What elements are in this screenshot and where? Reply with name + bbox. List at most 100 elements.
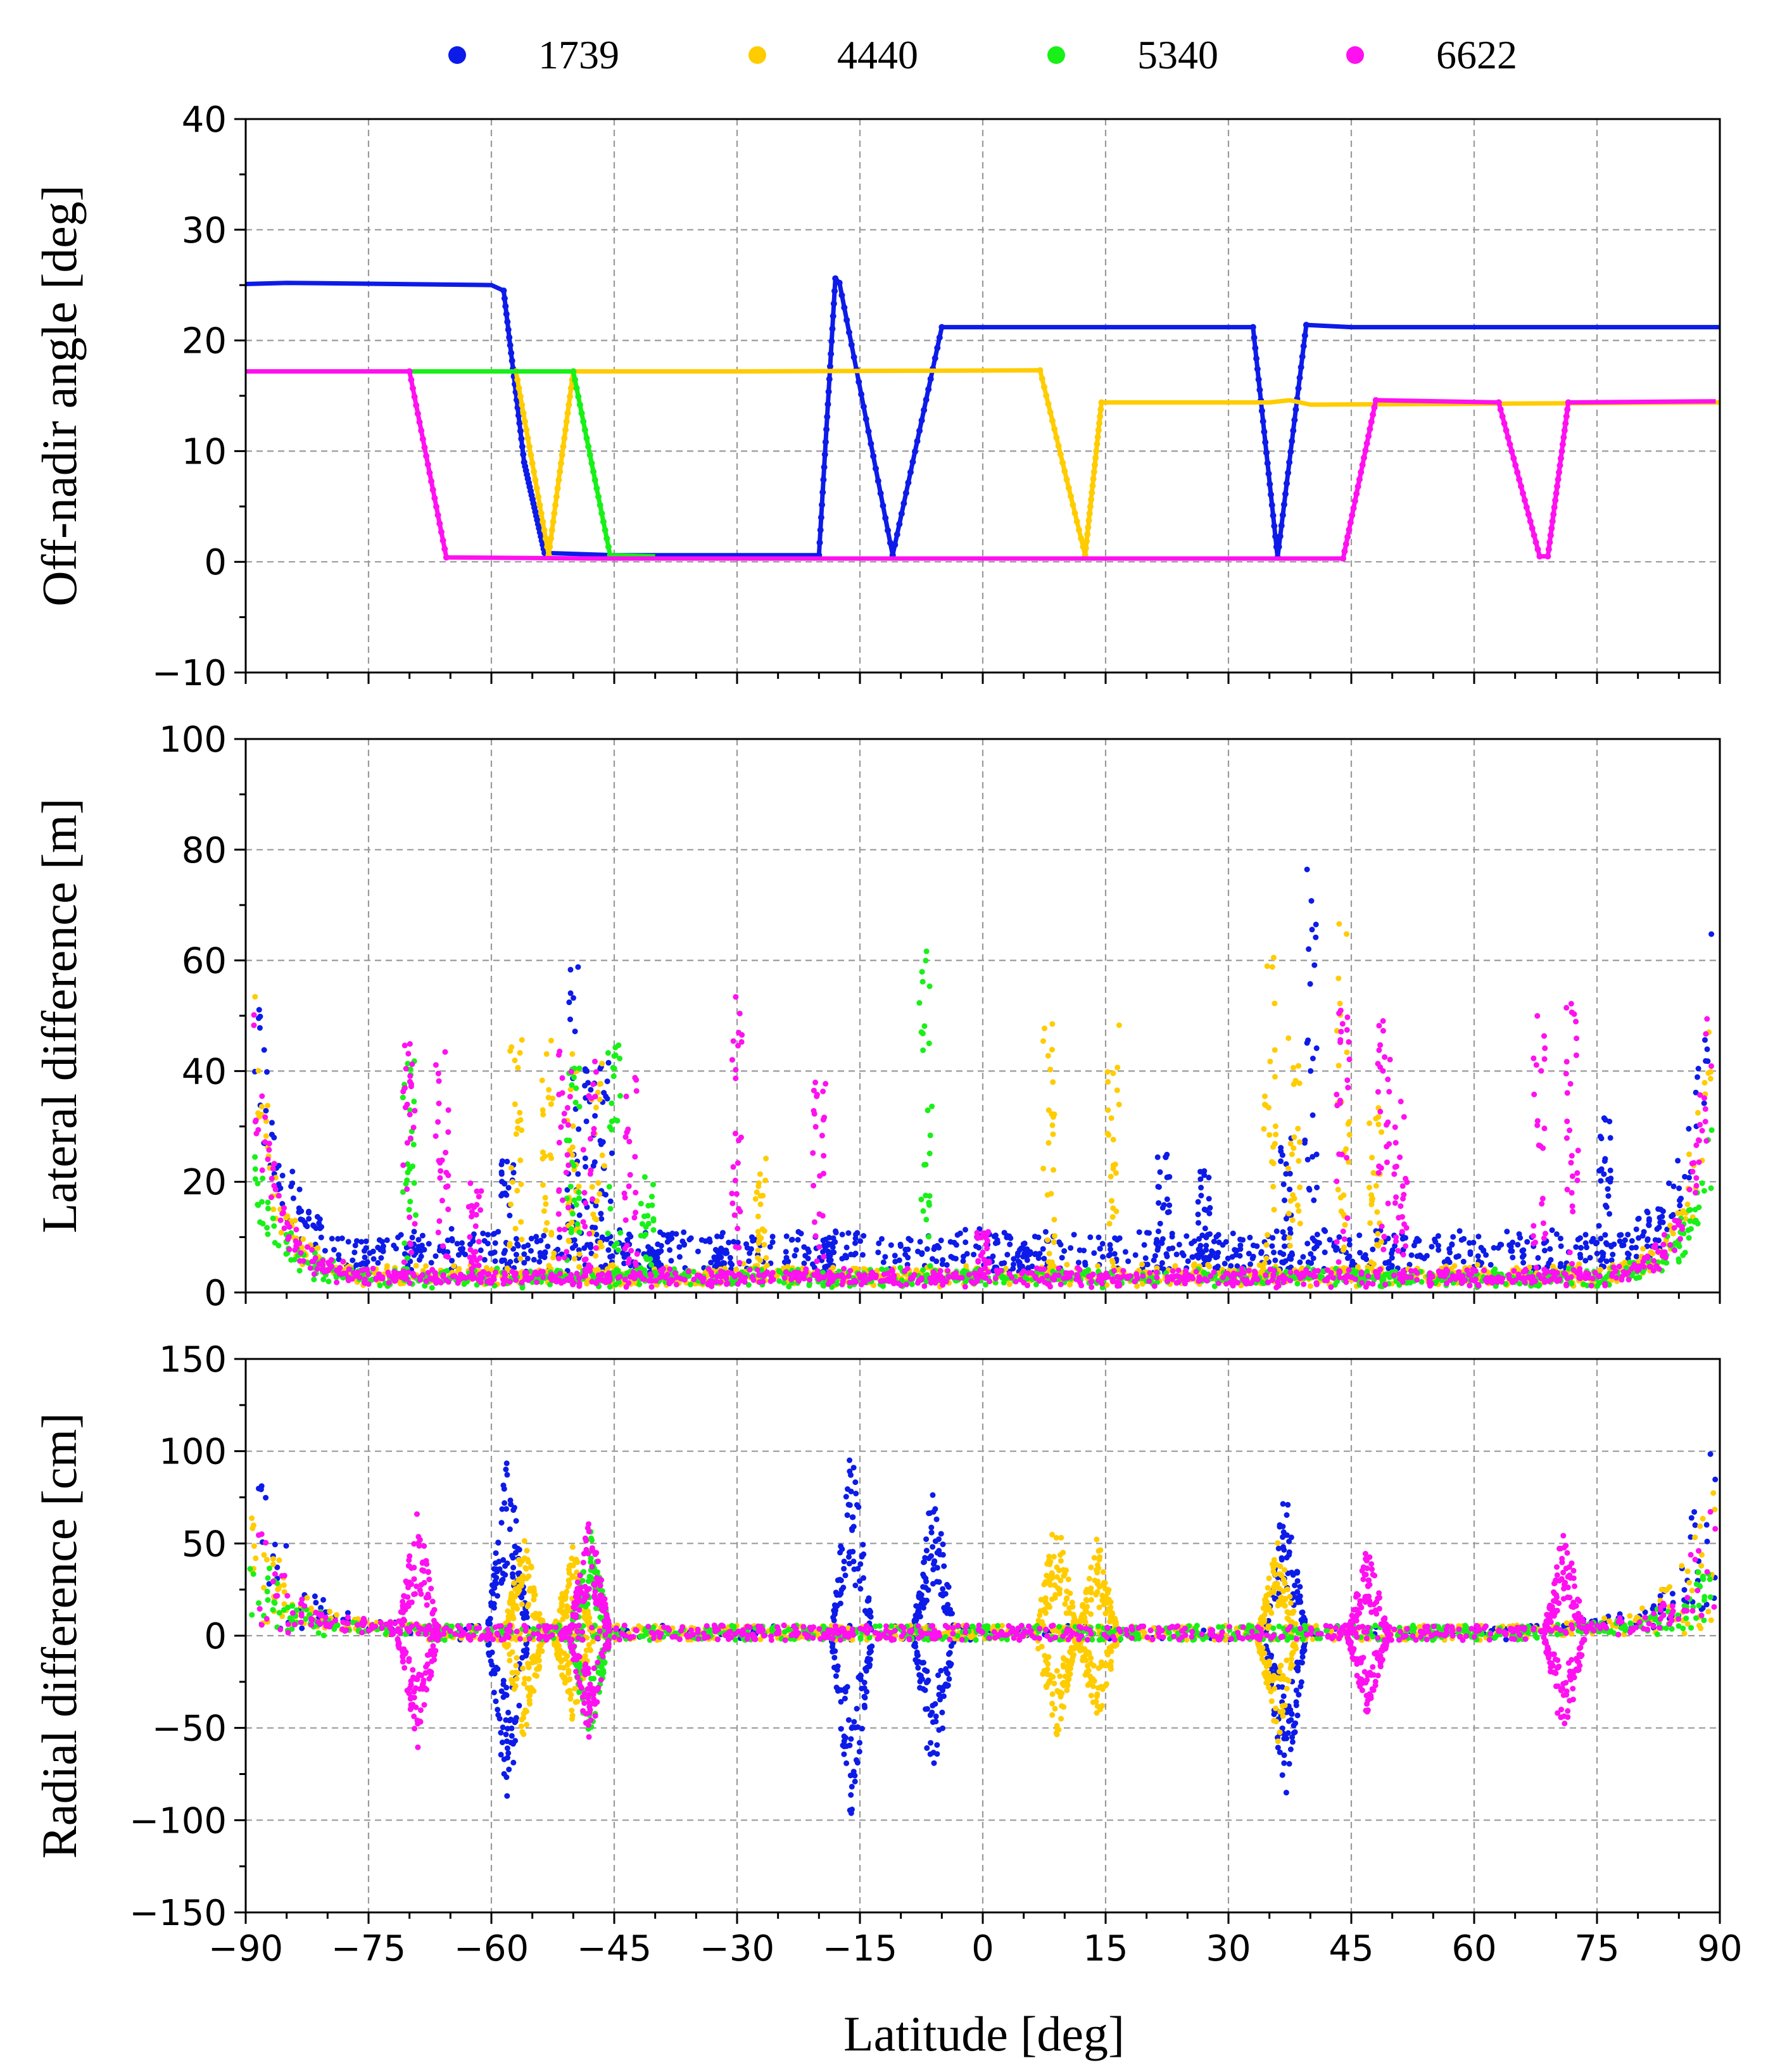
data-point: [1169, 1230, 1175, 1237]
data-point: [1109, 1197, 1114, 1204]
data-point: [558, 1124, 564, 1130]
data-point: [469, 1213, 475, 1220]
data-point: [580, 418, 587, 425]
data-point: [1603, 1203, 1609, 1209]
data-point: [1675, 1158, 1681, 1164]
data-point: [1044, 1237, 1051, 1243]
data-point: [293, 1238, 299, 1244]
data-point: [621, 1191, 628, 1196]
data-point: [1170, 1268, 1176, 1274]
data-point: [1558, 1261, 1564, 1267]
data-point: [748, 1246, 754, 1252]
data-point: [534, 1279, 540, 1286]
data-point: [408, 376, 415, 383]
data-point: [622, 1194, 628, 1201]
data-point: [1114, 1064, 1121, 1071]
data-point: [1285, 1035, 1292, 1041]
data-point: [465, 1204, 472, 1210]
data-point: [609, 1150, 615, 1156]
data-point: [268, 1132, 275, 1138]
data-point: [755, 1229, 761, 1235]
data-point: [561, 1118, 567, 1124]
data-point: [1106, 1220, 1113, 1227]
data-point: [596, 1096, 603, 1102]
data-point: [729, 1191, 735, 1197]
data-point: [826, 376, 833, 382]
data-point: [1563, 413, 1570, 420]
axes-frame: [244, 118, 1721, 674]
data-point: [841, 304, 848, 311]
data-point: [1389, 1265, 1394, 1271]
data-point: [1404, 1274, 1410, 1280]
data-point: [1484, 1279, 1491, 1286]
data-point: [1341, 548, 1348, 555]
data-point: [1593, 1241, 1599, 1247]
data-point: [1001, 1260, 1007, 1266]
data-point: [1686, 1151, 1692, 1158]
data-point: [1095, 1277, 1101, 1284]
data-point: [275, 1192, 282, 1199]
data-point: [1446, 1259, 1453, 1265]
data-point: [270, 1206, 277, 1213]
data-point: [667, 1247, 673, 1253]
data-point: [404, 1255, 410, 1261]
data-point: [732, 1273, 738, 1279]
data-point: [1296, 374, 1303, 381]
data-point: [819, 489, 826, 496]
data-point: [1225, 1255, 1231, 1261]
data-point: [583, 435, 590, 442]
data-point: [727, 1254, 733, 1261]
data-point: [1056, 1272, 1062, 1279]
data-point: [1164, 1253, 1170, 1260]
data-point: [817, 526, 824, 533]
data-point: [499, 1258, 505, 1265]
data-point: [548, 535, 555, 542]
data-point: [1688, 1226, 1694, 1232]
data-point: [1582, 1232, 1589, 1238]
data-point: [1510, 1254, 1516, 1261]
data-point: [519, 1279, 525, 1286]
data-point: [1467, 1251, 1474, 1257]
data-point: [769, 1239, 776, 1246]
data-point: [419, 436, 426, 443]
y-tick-label: 20: [182, 321, 227, 362]
data-point: [630, 1269, 636, 1275]
data-point: [1296, 1158, 1302, 1164]
data-point: [438, 529, 445, 536]
data-point: [1506, 1272, 1512, 1278]
data-point: [262, 1114, 268, 1120]
legend-marker-5340: [1047, 46, 1065, 64]
data-point: [1598, 1235, 1604, 1242]
data-point: [334, 1279, 340, 1286]
data-point: [1307, 981, 1313, 987]
data-point: [1159, 1204, 1166, 1211]
data-point: [1670, 1211, 1676, 1218]
data-point: [760, 1279, 766, 1285]
data-point: [902, 490, 909, 496]
data-point: [795, 1278, 802, 1284]
data-point: [1260, 1267, 1266, 1273]
data-point: [717, 1279, 724, 1286]
data-point: [1695, 1220, 1701, 1227]
data-point: [1042, 1279, 1048, 1286]
data-point: [1699, 1180, 1705, 1186]
data-point: [843, 1244, 850, 1251]
data-point: [316, 1261, 322, 1267]
data-point: [648, 1284, 655, 1290]
data-point: [472, 1249, 479, 1255]
data-point: [1266, 1104, 1272, 1111]
data-point: [1342, 541, 1349, 548]
data-point: [607, 1206, 614, 1212]
data-point: [1679, 1223, 1685, 1230]
data-point: [961, 1253, 966, 1260]
data-point: [747, 1267, 753, 1273]
data-point: [1657, 1215, 1663, 1221]
data-point: [403, 1275, 410, 1282]
data-point: [481, 1256, 488, 1263]
data-point: [1221, 1260, 1228, 1267]
data-point: [290, 1195, 296, 1201]
data-point: [252, 1176, 258, 1182]
data-point: [1670, 1183, 1677, 1189]
data-point: [1104, 1069, 1111, 1075]
data-point: [1154, 1237, 1160, 1243]
